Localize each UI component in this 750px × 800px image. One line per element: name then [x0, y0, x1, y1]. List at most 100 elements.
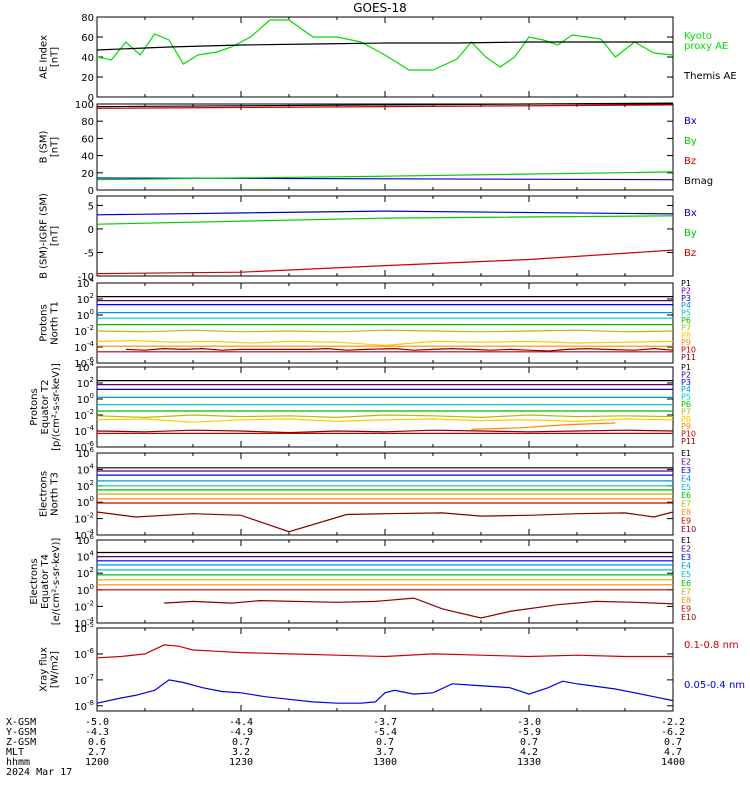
footer-row-label: X-GSM [6, 717, 36, 728]
panel-frame [96, 282, 674, 364]
y-tick-label: 80 [81, 117, 94, 128]
series-bz [96, 104, 674, 109]
y-tick-label: 10-8 [74, 699, 94, 713]
series-p8 [96, 339, 674, 347]
footer-value: 0.7 [520, 737, 538, 748]
legend-entry: 0.05-0.4 nm [684, 680, 745, 691]
legend-entry: E8 [681, 596, 691, 605]
series-p11 [96, 429, 674, 434]
series-p11 [125, 347, 674, 352]
y-axis-label: [e/(cm²-s-sr-keV)] [51, 538, 62, 626]
footer-value: 1300 [373, 757, 397, 768]
y-axis-label: North T1 [50, 301, 61, 345]
footer-value: -5.0 [85, 717, 109, 728]
legend-entry: P9 [681, 422, 691, 431]
panel-frame [96, 627, 674, 712]
y-tick-label: 10-2 [74, 512, 94, 526]
y-axis-label: North T3 [50, 472, 61, 516]
y-tick-label: 5 [88, 201, 94, 212]
legend-entry: E5 [681, 570, 691, 579]
y-tick-label: 10-6 [74, 647, 94, 661]
legend-entry: 0.1-0.8 nm [684, 640, 739, 651]
footer-value: 3.2 [232, 747, 250, 758]
footer-value: 0.7 [664, 737, 682, 748]
y-axis-label: [p/(cm²-s-sr-keV)] [51, 363, 62, 451]
legend-entry: P8 [681, 415, 691, 424]
y-tick-label: 0 [88, 225, 94, 236]
y-tick-label: 102 [77, 292, 94, 306]
legend-entry: E9 [681, 604, 691, 613]
footer-value: -6.2 [661, 727, 685, 738]
plot-title: GOES-18 [353, 1, 407, 15]
footer-value: 0.6 [88, 737, 106, 748]
footer-value: -5.9 [517, 727, 541, 738]
panel-frame [96, 195, 674, 277]
footer-row-label: MLT [6, 747, 24, 758]
y-tick-label: 40 [81, 53, 94, 64]
legend-entry: proxy AE [684, 41, 728, 52]
legend-entry: E10 [681, 525, 696, 534]
panel-bsm: 0 20 40 60 80 100 B (SM) [nT] Bx By Bz Bmag [39, 100, 714, 197]
y-tick-label: 100 [77, 583, 94, 597]
legend-entry: By [684, 136, 697, 147]
footer-value: 1400 [661, 757, 685, 768]
legend-entry: P8 [681, 331, 691, 340]
y-axis-label: Xray flux [39, 647, 50, 692]
legend-entry: E6 [681, 491, 691, 500]
series-themis-ae [96, 41, 673, 51]
footer-value: 1200 [85, 757, 109, 768]
y-tick-label: 102 [77, 376, 94, 390]
y-tick-label: 60 [81, 33, 94, 44]
legend-entry: E2 [681, 457, 691, 466]
legend-entry: E8 [681, 508, 691, 517]
legend-entry: P4 [681, 385, 691, 394]
footer-value: 1330 [517, 757, 541, 768]
footer-value: -4.4 [229, 717, 253, 728]
y-tick-label: 104 [77, 550, 95, 564]
footer-value: -5.4 [373, 727, 397, 738]
footer-value: -4.3 [85, 727, 109, 738]
footer-row-label: Y-GSM [6, 727, 36, 738]
panel-frame [96, 16, 674, 98]
legend-entry: E1 [681, 536, 691, 545]
y-tick-label: 20 [81, 73, 94, 84]
legend-entry: P11 [681, 353, 696, 362]
y-axis-label: Protons [29, 388, 40, 425]
series-p9 [471, 422, 616, 430]
legend-entry: E2 [681, 545, 691, 554]
panel-bigrf: -10 -5 0 5 B (SM)-IGRF (SM) [nT] Bx By Bz [39, 193, 697, 283]
footer-value: -4.9 [229, 727, 253, 738]
legend-entry: E9 [681, 517, 691, 526]
legend-entry: E10 [681, 613, 696, 622]
y-axis-label: B (SM) [39, 130, 50, 163]
y-tick-label: -5 [84, 248, 94, 259]
y-axis-label: [nT] [50, 47, 61, 67]
y-axis-label: Electrons [29, 558, 40, 604]
y-tick-label: 102 [77, 479, 94, 493]
series-e10 [96, 511, 674, 533]
legend-entry: P7 [681, 407, 691, 416]
legend-entry: P9 [681, 338, 691, 347]
legend-entry: E4 [681, 562, 691, 571]
y-tick-label: 104 [77, 462, 95, 476]
y-tick-label: 0 [88, 186, 94, 197]
legend-entry: P6 [681, 316, 691, 325]
legend-entry: P10 [681, 346, 696, 355]
y-tick-label: 102 [77, 566, 94, 580]
legend-entry: Bz [684, 248, 696, 259]
series-kyoto-proxy-ae [96, 19, 674, 71]
legend-entry: P2 [681, 286, 691, 295]
legend-entry: P5 [681, 309, 691, 318]
legend-entry: E5 [681, 483, 691, 492]
series-0-1-0-8-nm [96, 644, 673, 659]
legend-entry: P3 [681, 294, 691, 303]
footer-value: -2.2 [661, 717, 685, 728]
legend-entry: E6 [681, 579, 691, 588]
y-tick-label: 20 [81, 169, 94, 180]
y-tick-label: 100 [77, 495, 94, 509]
legend-entry: E1 [681, 449, 691, 458]
footer-date: 2024 Mar 17 [6, 767, 72, 778]
y-axis-label: Equator T4 [40, 554, 51, 609]
